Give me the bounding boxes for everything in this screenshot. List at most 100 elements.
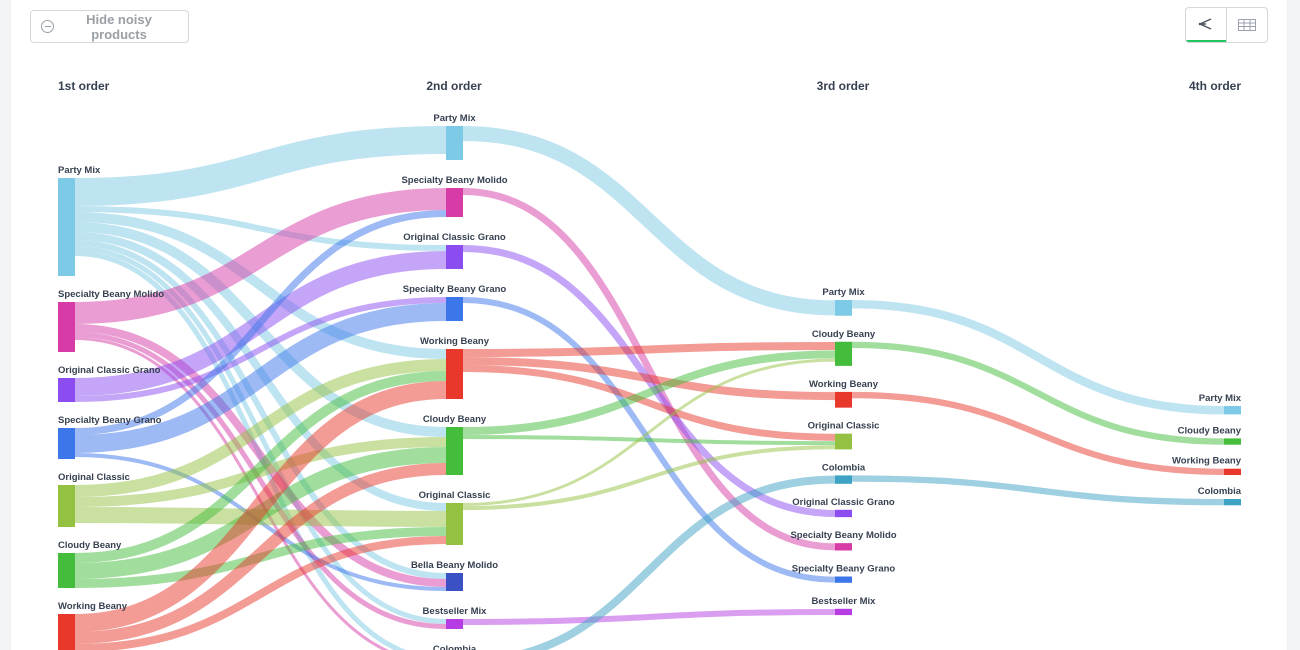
node-3-specialty-beany-grano[interactable] xyxy=(835,576,852,583)
node-4-working-beany[interactable] xyxy=(1224,468,1241,475)
link-specialty-beany-grano-to-specialty-beany-grano[interactable] xyxy=(74,303,447,453)
node-label: Party Mix xyxy=(822,287,865,298)
sankey-links xyxy=(74,126,1225,650)
node-1-original-classic-grano[interactable] xyxy=(58,378,75,402)
node-label: Working Beany xyxy=(420,336,490,347)
node-3-party-mix[interactable] xyxy=(835,300,852,316)
node-1-cloudy-beany[interactable] xyxy=(58,553,75,588)
node-label: Cloudy Beany xyxy=(1178,425,1242,436)
node-label: Specialty Beany Grano xyxy=(403,284,507,295)
link-cloudy-beany-to-working-beany[interactable] xyxy=(74,371,447,563)
column-headers: 1st order 2nd order 3rd order 4th order xyxy=(58,79,1241,93)
link-working-beany-to-original-classic[interactable] xyxy=(74,536,447,650)
node-label: Bestseller Mix xyxy=(812,596,877,607)
link-working-beany-to-cloudy-beany[interactable] xyxy=(74,463,447,644)
node-label: Party Mix xyxy=(433,113,476,124)
node-label: Party Mix xyxy=(58,165,101,176)
node-3-bestseller-mix[interactable] xyxy=(835,608,852,616)
node-label: Bestseller Mix xyxy=(423,606,488,617)
node-2-specialty-beany-grano[interactable] xyxy=(446,297,463,321)
node-3-cloudy-beany[interactable] xyxy=(835,341,852,366)
link-party-mix-to-party-mix[interactable] xyxy=(462,126,836,316)
sankey-nodes xyxy=(58,126,1241,650)
node-label: Original Classic xyxy=(419,490,491,501)
node-label: Cloudy Beany xyxy=(423,414,487,425)
node-4-party-mix[interactable] xyxy=(1224,406,1241,415)
link-working-beany-to-working-beany[interactable] xyxy=(851,391,1225,475)
node-label: Original Classic xyxy=(58,472,130,483)
node-4-cloudy-beany[interactable] xyxy=(1224,438,1241,445)
node-2-specialty-beany-molido[interactable] xyxy=(446,188,463,217)
node-3-original-classic-grano[interactable] xyxy=(835,509,852,518)
node-label: Specialty Beany Grano xyxy=(58,415,162,426)
link-working-beany-to-cloudy-beany[interactable] xyxy=(462,341,836,357)
table-view-button[interactable] xyxy=(1226,8,1267,42)
node-label: Specialty Beany Grano xyxy=(792,564,896,575)
node-label: Original Classic Grano xyxy=(403,232,506,243)
node-3-specialty-beany-molido[interactable] xyxy=(835,543,852,551)
node-1-specialty-beany-grano[interactable] xyxy=(58,428,75,459)
hide-noisy-products-button[interactable]: Hide noisy products xyxy=(30,10,189,43)
view-toggle xyxy=(1185,7,1268,43)
node-label: Original Classic xyxy=(808,421,880,432)
link-specialty-beany-molido-to-bestseller-mix[interactable] xyxy=(74,332,447,629)
flow-icon xyxy=(1198,18,1212,30)
link-colombia-to-colombia[interactable] xyxy=(851,475,1225,506)
link-specialty-beany-molido-to-bella-beany-molido[interactable] xyxy=(74,324,447,587)
node-label: Working Beany xyxy=(809,379,879,390)
node-2-original-classic-grano[interactable] xyxy=(446,245,463,269)
node-3-colombia[interactable] xyxy=(835,475,852,484)
link-party-mix-to-party-mix[interactable] xyxy=(851,300,1225,415)
hide-noisy-products-label: Hide noisy products xyxy=(86,11,152,42)
column-header-4: 4th order xyxy=(1189,79,1241,93)
node-4-colombia[interactable] xyxy=(1224,499,1241,506)
link-bestseller-mix-to-bestseller-mix[interactable] xyxy=(462,608,836,625)
node-1-party-mix[interactable] xyxy=(58,178,75,276)
link-original-classic-to-original-classic[interactable] xyxy=(462,445,836,510)
node-label: Party Mix xyxy=(1199,393,1242,404)
link-cloudy-beany-to-cloudy-beany[interactable] xyxy=(462,350,836,435)
node-2-working-beany[interactable] xyxy=(446,349,463,399)
node-3-working-beany[interactable] xyxy=(835,391,852,408)
minus-circle-icon xyxy=(41,20,54,33)
table-icon xyxy=(1238,19,1256,31)
link-working-beany-to-working-beany[interactable] xyxy=(74,381,447,632)
node-2-bella-beany-molido[interactable] xyxy=(446,573,463,591)
link-cloudy-beany-to-original-classic[interactable] xyxy=(462,435,836,446)
link-original-classic-to-cloudy-beany[interactable] xyxy=(462,358,836,506)
node-2-cloudy-beany[interactable] xyxy=(446,427,463,475)
link-cloudy-beany-to-cloudy-beany[interactable] xyxy=(851,341,1225,445)
node-label: Colombia xyxy=(433,644,477,650)
node-1-working-beany[interactable] xyxy=(58,614,75,650)
link-party-mix-to-party-mix[interactable] xyxy=(74,126,447,206)
node-label: Bella Beany Molido xyxy=(411,560,498,571)
node-label: Working Beany xyxy=(1172,456,1242,467)
link-party-mix-to-working-beany[interactable] xyxy=(74,212,447,359)
column-header-3: 3rd order xyxy=(817,79,870,93)
link-party-mix-to-original-classic-grano[interactable] xyxy=(74,206,447,251)
node-1-specialty-beany-molido[interactable] xyxy=(58,302,75,352)
link-original-classic-to-working-beany[interactable] xyxy=(74,359,447,497)
node-label: Colombia xyxy=(1198,486,1242,497)
link-working-beany-to-working-beany[interactable] xyxy=(462,357,836,401)
link-specialty-beany-molido-to-specialty-beany-molido[interactable] xyxy=(74,188,447,324)
link-original-classic-grano-to-specialty-beany-grano[interactable] xyxy=(74,297,447,402)
node-3-original-classic[interactable] xyxy=(835,433,852,450)
link-party-mix-to-bella-beany-molido[interactable] xyxy=(74,240,447,579)
sankey-labels: Party Mix Specialty Beany Molido Original … xyxy=(58,113,1242,650)
node-label: Working Beany xyxy=(58,601,128,612)
link-working-beany-to-original-classic[interactable] xyxy=(462,365,836,441)
link-colombia-to-colombia[interactable] xyxy=(463,475,836,650)
node-label: Original Classic Grano xyxy=(58,365,161,376)
link-specialty-beany-grano-to-specialty-beany-molido[interactable] xyxy=(74,210,447,435)
node-2-party-mix[interactable] xyxy=(446,126,463,160)
node-label: Specialty Beany Molido xyxy=(58,289,164,300)
node-label: Original Classic Grano xyxy=(792,497,895,508)
link-specialty-beany-molido-to-specialty-beany-molido[interactable] xyxy=(462,188,836,551)
node-2-original-classic[interactable] xyxy=(446,503,463,545)
node-label: Cloudy Beany xyxy=(58,540,122,551)
node-1-original-classic[interactable] xyxy=(58,485,75,527)
node-2-bestseller-mix[interactable] xyxy=(446,619,463,629)
sankey-view-button[interactable] xyxy=(1186,8,1226,42)
